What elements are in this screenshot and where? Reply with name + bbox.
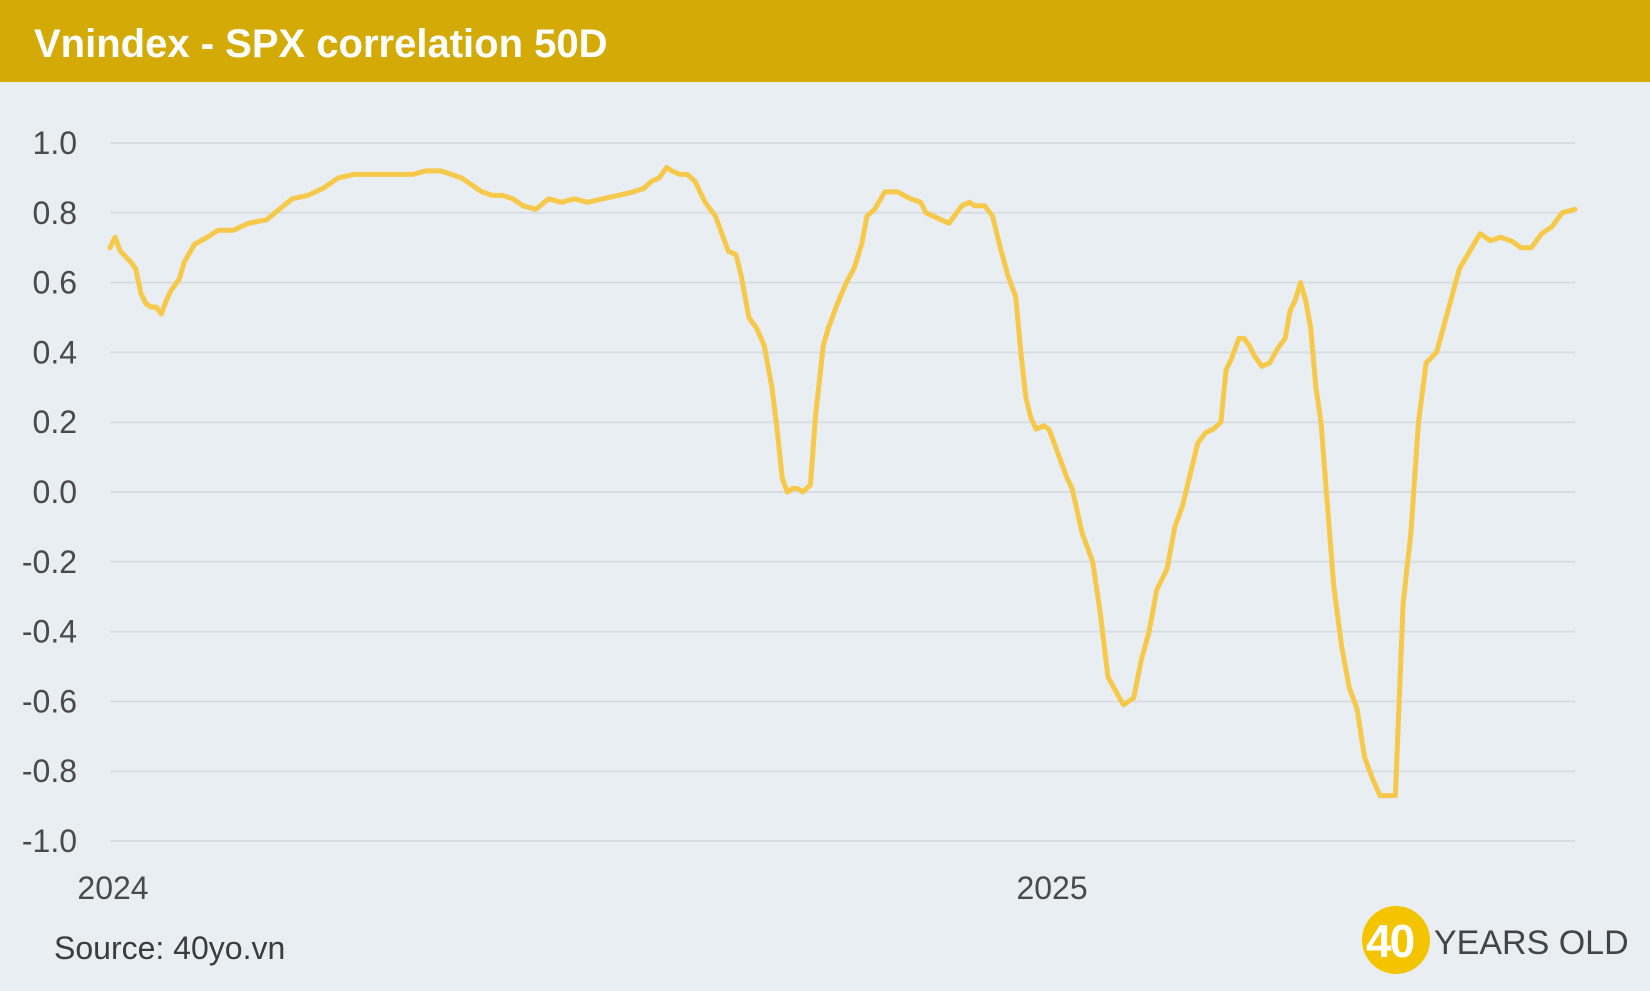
y-tick-label: 0.0 — [33, 474, 77, 510]
logo-number: 40 — [1366, 915, 1415, 967]
source-note: Source: 40yo.vn — [54, 930, 286, 966]
y-tick-label: -0.8 — [22, 753, 77, 789]
gridlines — [110, 142, 1575, 842]
y-tick-label: 0.4 — [33, 334, 77, 370]
y-tick-label: 0.8 — [33, 195, 77, 231]
logo-text: YEARS OLD — [1434, 924, 1629, 962]
y-tick-label: 0.2 — [33, 404, 77, 440]
y-tick-label: -0.6 — [22, 683, 77, 719]
y-tick-label: 1.0 — [33, 125, 77, 161]
brand-logo: 40 YEARS OLD — [1362, 906, 1629, 974]
logo-circle-icon — [1362, 906, 1430, 974]
y-tick-label: -0.2 — [22, 544, 77, 580]
chart-header-bar: Vnindex - SPX correlation 50D — [0, 0, 1650, 82]
chart-title: Vnindex - SPX correlation 50D — [34, 22, 608, 66]
x-axis-tick-labels: 2024 2025 — [77, 870, 1087, 906]
y-tick-label: -1.0 — [22, 823, 77, 859]
y-tick-label: 0.6 — [33, 265, 77, 301]
y-tick-label: -0.4 — [22, 614, 77, 650]
correlation-series-line — [107, 164, 1578, 799]
y-axis-tick-labels: 1.0 0.8 0.6 0.4 0.2 0.0 -0.2 -0.4 -0.6 -0.8 -1.0 — [22, 125, 77, 859]
x-tick-label: 2025 — [1016, 870, 1087, 906]
x-tick-label: 2024 — [77, 870, 148, 906]
